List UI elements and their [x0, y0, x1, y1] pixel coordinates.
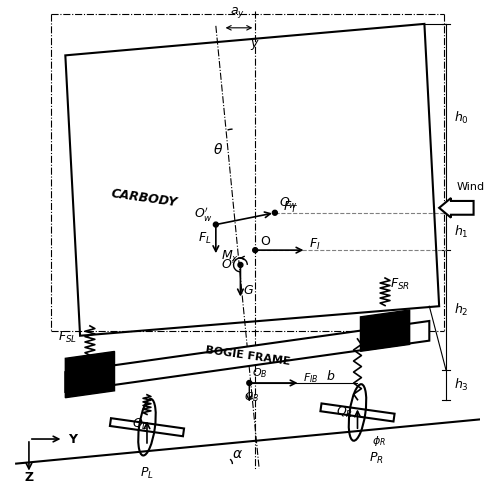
Circle shape: [213, 222, 218, 227]
Polygon shape: [65, 321, 430, 392]
Text: BOGIE FRAME: BOGIE FRAME: [204, 346, 290, 368]
Text: $P_L$: $P_L$: [140, 466, 154, 480]
Bar: [320, 404, 394, 421]
Polygon shape: [65, 352, 114, 398]
Text: $F_L$: $F_L$: [198, 232, 212, 246]
Text: $h_2$: $h_2$: [454, 302, 468, 318]
Text: $h_1$: $h_1$: [454, 224, 468, 240]
Text: $b$: $b$: [326, 369, 336, 383]
FancyArrow shape: [439, 198, 473, 218]
Polygon shape: [360, 310, 410, 352]
Text: Z: Z: [24, 472, 34, 484]
Text: Wind: Wind: [457, 182, 485, 192]
Text: $O'$: $O'$: [221, 258, 236, 272]
Text: $\alpha$: $\alpha$: [232, 447, 243, 461]
Text: $F_T$: $F_T$: [283, 200, 298, 215]
Text: $O_B$: $O_B$: [252, 366, 268, 380]
Text: G: G: [244, 284, 253, 298]
Text: $O_w$: $O_w$: [279, 196, 298, 211]
Text: $y$: $y$: [250, 38, 260, 52]
Text: CARBODY: CARBODY: [110, 187, 178, 209]
Text: $F_I$: $F_I$: [309, 237, 321, 252]
Text: $h_3$: $h_3$: [454, 377, 468, 393]
Text: $F_{SR}$: $F_{SR}$: [390, 277, 410, 292]
Text: $O_w'$: $O_w'$: [194, 204, 213, 222]
Text: $F_{SL}$: $F_{SL}$: [58, 330, 77, 344]
Text: $F_{IB}$: $F_{IB}$: [303, 371, 319, 385]
Text: Y: Y: [68, 432, 77, 446]
Text: O: O: [260, 235, 270, 248]
Text: $Q_L$: $Q_L$: [132, 417, 149, 432]
Circle shape: [272, 210, 277, 215]
Text: $\phi_R$: $\phi_R$: [372, 434, 386, 448]
Text: $Q_R$: $Q_R$: [336, 406, 353, 420]
Text: $a_y$: $a_y$: [230, 5, 245, 20]
Text: $h_0$: $h_0$: [454, 110, 469, 126]
Circle shape: [253, 248, 258, 252]
Bar: [110, 418, 184, 436]
Text: $\theta$: $\theta$: [213, 142, 223, 156]
Circle shape: [238, 262, 243, 268]
Text: $P_R$: $P_R$: [369, 450, 384, 466]
Text: $M_x$: $M_x$: [221, 249, 239, 264]
Circle shape: [247, 380, 252, 386]
Text: $G_B$: $G_B$: [244, 390, 260, 404]
